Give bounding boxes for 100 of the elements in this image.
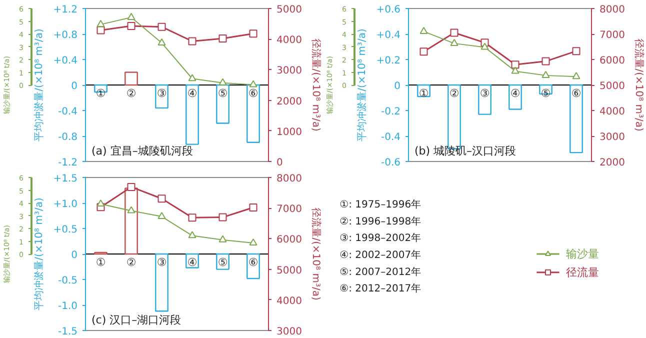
y-tick-label: +0.4 (53, 56, 78, 66)
point (127, 182, 136, 191)
x-tick-label: ⑥ (571, 87, 582, 100)
y2-tick-label: 0 (276, 158, 283, 168)
y2-tick-label: 8000 (276, 174, 302, 184)
point (96, 199, 105, 207)
point (127, 12, 136, 20)
y-tick-label: 0 (394, 81, 401, 92)
y-tick-label: -1.2 (58, 158, 78, 168)
y-tick-label: +1.0 (53, 199, 78, 210)
point (420, 26, 428, 34)
bar (94, 252, 108, 255)
y-tick-label: -0.5 (58, 276, 78, 286)
point (218, 34, 227, 42)
point (158, 212, 166, 220)
x-tick-label: ③ (156, 256, 167, 269)
y2-axis-title: 径流量/(×10⁸ m³/a) (632, 38, 645, 132)
point (188, 37, 196, 46)
point (158, 194, 166, 203)
point (511, 66, 520, 74)
point (420, 48, 428, 56)
x-tick-label: ⑥ (248, 256, 258, 269)
point (249, 30, 258, 38)
y-tick-label: +1.5 (53, 174, 78, 184)
y-tick-label: +0.6 (376, 4, 401, 16)
point (450, 28, 458, 37)
y2-tick-label: 7000 (600, 30, 625, 41)
point (542, 70, 550, 78)
y-tick-label: -0.6 (380, 158, 401, 168)
point (249, 238, 258, 246)
y2-axis-title: 径流量/(×10⁸ m³/a) (310, 38, 322, 132)
y2-tick-label: 3000 (276, 66, 302, 77)
bar (216, 253, 230, 270)
y-tick-label: -1.0 (58, 301, 78, 312)
x-tick-label: ② (126, 256, 136, 269)
point (572, 47, 580, 56)
y-tick-label: +0.8 (53, 30, 78, 41)
point (249, 80, 258, 88)
y-tick-label: -0.2 (380, 106, 401, 118)
y-tick-label: +1.2 (53, 4, 78, 16)
point (480, 42, 489, 50)
y2-tick-label: 8000 (600, 4, 625, 16)
y-axis-title: 平均冲淤量/(×10⁸ m³/a) (33, 198, 46, 310)
point (158, 22, 166, 31)
point (158, 38, 166, 46)
y2-tick-label: 4000 (276, 296, 302, 307)
point (188, 231, 196, 238)
point (188, 214, 196, 222)
text: ⑥: 2012–2017年 (340, 282, 422, 295)
x-tick-label: ⑥ (248, 87, 258, 100)
y2-tick-label: 1000 (276, 126, 302, 138)
x-tick-label: ⑤ (218, 256, 228, 269)
text: ①: 1975–1996年 (340, 198, 422, 211)
point (188, 74, 196, 82)
y-tick-label: +0.5 (53, 224, 78, 236)
y-tick-label: 0 (71, 250, 78, 261)
text: (a) 宜昌–城陵矶河段 (92, 144, 193, 158)
bar (155, 253, 168, 312)
point (450, 38, 458, 46)
y2-tick-label: 5000 (276, 265, 302, 276)
y-tick-label: +0.2 (376, 56, 401, 66)
x-tick-label: ④ (187, 256, 198, 269)
x-tick-label: ③ (480, 87, 490, 100)
point (127, 206, 136, 214)
bar (246, 253, 260, 280)
x-tick-label: ④ (187, 87, 198, 100)
point (249, 203, 258, 212)
text: ④: 2002–2007年 (340, 249, 422, 262)
y2-tick-label: 6000 (600, 56, 625, 66)
text: (c) 汉口–湖口河段 (92, 314, 182, 326)
text: ②: 1996–1998年 (340, 215, 422, 228)
x-tick-label: ② (449, 87, 460, 100)
x-tick-label: ④ (510, 87, 520, 100)
text: ⑤: 2007–2012年 (340, 266, 422, 278)
y-tick-label: -0.4 (380, 132, 401, 143)
y2-tick-label: 2000 (600, 158, 625, 168)
text: ③: 1998–2002年 (340, 232, 422, 244)
bar (124, 188, 138, 255)
legend-label: 输沙量 (566, 248, 599, 260)
y-tick-label: -0.4 (58, 106, 78, 118)
point (127, 22, 136, 30)
x-tick-label: ③ (156, 87, 167, 100)
y2-tick-label: 7000 (276, 204, 302, 216)
y2-tick-label: 2000 (276, 96, 302, 108)
x-tick-label: ⑤ (218, 87, 228, 100)
y-tick-label: +0.4 (376, 30, 401, 41)
y-axis-title: 平均冲淤量/(×10⁸ m³/a) (356, 28, 368, 142)
legend-label: 径流量 (566, 266, 599, 279)
y2-tick-label: 6000 (276, 234, 302, 246)
y2-tick-label: 5000 (600, 81, 625, 92)
point (218, 235, 227, 242)
point (511, 60, 520, 69)
x-tick-label: ① (96, 256, 106, 269)
y2-tick-label: 4000 (276, 35, 302, 46)
y2-tick-label: 4000 (600, 106, 625, 118)
y2-axis-title: 径流量/(×10⁸ m³/a) (310, 208, 322, 300)
y-axis-title: 平均冲淤量/(×10⁸ m³/a) (33, 28, 46, 142)
x-tick-label: ② (126, 87, 136, 100)
y-tick-label: 0 (71, 81, 78, 92)
y-tick-label: -0.8 (58, 132, 78, 143)
